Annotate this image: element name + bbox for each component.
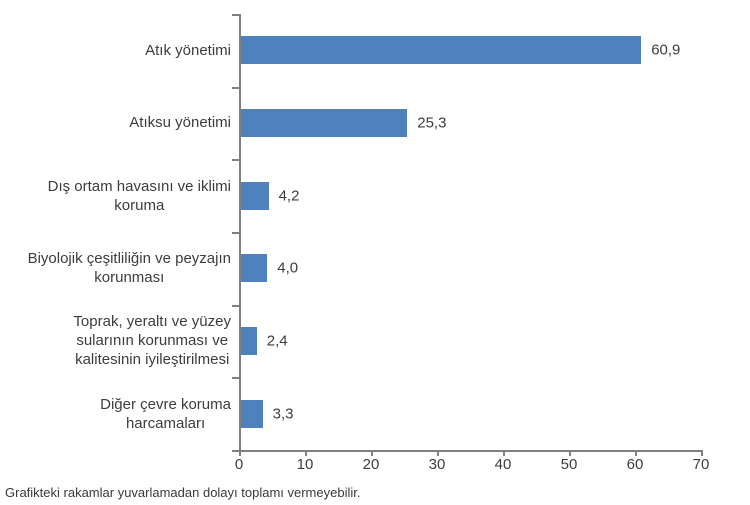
category-label: Biyolojik çeşitliliğin ve peyzajın korunm… — [28, 232, 231, 305]
x-axis-tick-label: 10 — [296, 456, 314, 473]
category-label-line: korunması — [94, 269, 165, 287]
x-axis-tick-label: 40 — [494, 456, 512, 473]
x-axis-tick-label: 0 — [234, 456, 244, 473]
category-labels: Atık yönetimi Atıksu yönetimi Dış ortam ha… — [0, 14, 231, 450]
x-axis-tick-label: 60 — [626, 456, 644, 473]
y-axis-tick — [232, 304, 239, 307]
bar — [241, 36, 642, 65]
value-label: 4,2 — [278, 187, 300, 205]
bar — [241, 254, 268, 283]
category-label-line: Dış ortam havasını ve iklimi — [47, 177, 231, 195]
value-label: 25,3 — [417, 114, 447, 132]
bar — [241, 399, 263, 428]
category-label-line: kalitesinin iyileştirilmesi — [75, 351, 230, 369]
x-axis-tick — [569, 450, 571, 456]
category-label-line: koruma — [114, 196, 165, 214]
y-axis-line — [239, 14, 241, 451]
x-axis-tick — [437, 450, 439, 456]
x-axis-tick — [503, 450, 505, 456]
value-label: 3,3 — [272, 405, 294, 423]
x-axis-tick — [305, 450, 307, 456]
x-axis-line — [239, 450, 702, 452]
category-label-line: Atıksu yönetimi — [129, 114, 231, 132]
y-axis-tick — [232, 14, 239, 16]
x-axis-tick-label: 50 — [560, 456, 578, 473]
y-axis-tick — [232, 450, 239, 452]
value-label: 2,4 — [266, 332, 288, 350]
y-axis-tick — [232, 232, 239, 234]
category-label-line: Biyolojik çeşitliliğin ve peyzajın — [27, 250, 231, 268]
x-axis-tick-label: 70 — [692, 456, 710, 473]
bar — [241, 327, 257, 355]
category-label-line: Atık yönetimi — [145, 41, 231, 59]
category-label-line: harcamaları — [125, 414, 206, 432]
footnote: Grafikteki rakamlar yuvarlamadan dolayı … — [5, 485, 361, 500]
x-axis-tick-label: 20 — [362, 456, 380, 473]
category-label: Diğer çevre koruma harcamaları — [100, 377, 231, 450]
category-label-line: Toprak, yeraltı ve yüzey — [73, 313, 231, 331]
category-label: Dış ortam havasını ve iklimi koruma — [48, 159, 231, 232]
y-axis-tick — [232, 159, 239, 162]
x-axis-tick — [635, 450, 637, 456]
category-label-line: Diğer çevre koruma — [100, 395, 231, 413]
category-label: Atıksu yönetimi — [129, 87, 231, 160]
bar — [241, 181, 269, 210]
category-label: Atık yönetimi — [145, 14, 231, 87]
category-label-line: sularının korunması ve — [76, 332, 229, 350]
x-axis-tick — [371, 450, 373, 456]
x-axis-tick — [701, 450, 703, 456]
value-label: 60,9 — [651, 41, 681, 59]
y-axis-tick — [232, 377, 239, 380]
x-axis-tick-label: 30 — [428, 456, 446, 473]
bar — [241, 109, 408, 137]
x-axis-tick — [239, 450, 241, 456]
category-label: Toprak, yeraltı ve yüzey sularının korunm… — [73, 305, 231, 378]
value-label: 4,0 — [277, 259, 299, 277]
plot-area: 60,9 25,3 4,2 4,0 2,4 3,3 — [241, 14, 701, 450]
y-axis-tick — [232, 86, 239, 89]
